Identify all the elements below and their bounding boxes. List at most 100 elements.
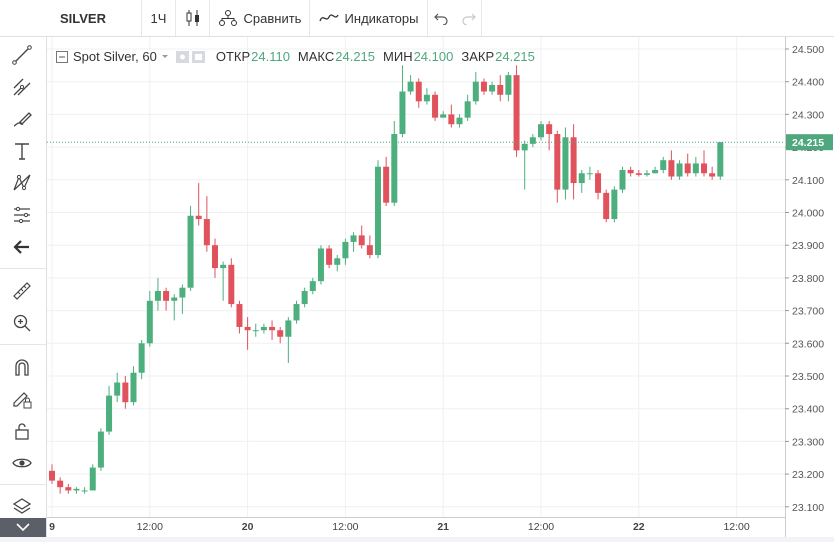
measure-tools-icon[interactable] xyxy=(9,202,35,228)
candle-body xyxy=(480,81,487,92)
unlock-icon[interactable] xyxy=(9,418,35,444)
candle-body xyxy=(489,84,496,92)
candle xyxy=(114,372,121,403)
price-tick-label: 23.500 xyxy=(792,371,824,383)
candle-body xyxy=(440,114,447,118)
lock-drawing-icon[interactable] xyxy=(9,386,35,412)
last-price-badge xyxy=(786,134,833,151)
candle-body xyxy=(309,281,316,291)
interval-label: 1Ч xyxy=(150,10,167,26)
price-chart[interactable]: 24.50024.40024.30024.20024.10024.00023.9… xyxy=(47,37,834,537)
pattern-icon[interactable] xyxy=(9,170,35,196)
candle-body xyxy=(138,343,145,373)
interval-button[interactable]: 1Ч xyxy=(142,0,176,36)
legend-low-value: 24.100 xyxy=(413,49,454,64)
candle xyxy=(122,376,129,409)
candle xyxy=(236,300,243,334)
undo-redo-group xyxy=(428,0,482,36)
candle-body xyxy=(89,467,96,491)
ruler-icon[interactable] xyxy=(9,278,35,304)
candle-body xyxy=(538,124,544,138)
candle xyxy=(513,65,520,157)
zoom-in-icon[interactable] xyxy=(9,310,35,336)
candle xyxy=(456,114,463,128)
candle-body xyxy=(709,173,716,177)
candle xyxy=(546,120,553,151)
candle xyxy=(440,111,447,118)
collapse-legend-icon[interactable] xyxy=(56,50,68,63)
candle-body xyxy=(244,326,251,331)
candle xyxy=(423,88,430,105)
candle xyxy=(358,225,365,249)
candle xyxy=(146,290,153,347)
price-tick-label: 23.800 xyxy=(792,273,824,285)
candle-body xyxy=(701,163,707,174)
legend-close-label: ЗАКР xyxy=(461,49,495,64)
candle xyxy=(464,94,471,121)
candle-body xyxy=(684,163,691,174)
candle xyxy=(195,183,202,226)
candle xyxy=(643,169,650,177)
candle-body xyxy=(228,264,235,305)
candle xyxy=(709,166,716,180)
arrow-left-icon[interactable] xyxy=(9,234,35,260)
time-axis xyxy=(47,517,785,537)
candle xyxy=(603,189,610,223)
symbol-search-button[interactable]: SILVER xyxy=(48,0,142,36)
top-toolbar: SILVER 1Ч Сравнить Индикаторы xyxy=(0,0,834,37)
candle xyxy=(562,127,569,200)
candle xyxy=(701,150,707,177)
time-tick-label: 12:00 xyxy=(723,521,749,533)
candle-body xyxy=(154,290,161,301)
candle xyxy=(269,320,276,341)
text-tool-icon[interactable] xyxy=(9,138,35,164)
candle-body xyxy=(252,330,259,332)
candle xyxy=(301,287,308,308)
price-tick-label: 23.400 xyxy=(792,404,824,416)
candle-body xyxy=(187,215,194,288)
legend-menu-icon[interactable] xyxy=(160,53,170,61)
candle-body xyxy=(448,114,455,125)
price-tick-label: 24.000 xyxy=(792,208,824,220)
candle xyxy=(652,166,659,174)
eye-icon[interactable] xyxy=(9,450,35,476)
candle-body xyxy=(391,134,398,203)
compare-icon xyxy=(218,10,237,26)
indicators-button[interactable]: Индикаторы xyxy=(310,0,428,36)
candle xyxy=(309,277,316,295)
time-tick-label: 21 xyxy=(437,521,449,533)
candle-body xyxy=(497,84,504,95)
candle xyxy=(260,323,267,334)
candle-body xyxy=(464,101,471,118)
candle-body xyxy=(163,290,170,301)
candle xyxy=(432,91,439,121)
indicators-icon xyxy=(318,14,339,22)
candle xyxy=(130,366,137,406)
undo-icon[interactable] xyxy=(433,11,449,25)
candle xyxy=(676,160,683,180)
legend-settings-icon[interactable] xyxy=(175,50,208,63)
redo-icon[interactable] xyxy=(461,11,477,25)
candle-body xyxy=(692,163,699,174)
candle-body xyxy=(472,81,479,102)
candles-icon xyxy=(186,10,199,26)
time-tick-label: 12:00 xyxy=(528,521,554,533)
brush-icon[interactable] xyxy=(9,106,35,132)
layers-icon[interactable] xyxy=(9,494,35,520)
candle xyxy=(627,166,634,177)
candle-body xyxy=(97,431,104,468)
candle-body xyxy=(293,304,300,321)
compare-label: Сравнить xyxy=(243,10,302,26)
sidebar-collapse-button[interactable] xyxy=(0,518,46,537)
candle-body xyxy=(456,117,463,125)
magnet-icon[interactable] xyxy=(9,354,35,380)
candle-body xyxy=(578,173,585,184)
fib-tools-icon[interactable] xyxy=(9,74,35,100)
legend-open-value: 24.110 xyxy=(251,49,290,64)
chart-type-button[interactable] xyxy=(176,0,210,36)
candle-body xyxy=(49,470,55,481)
candle xyxy=(554,130,561,203)
time-tick-label: 22 xyxy=(633,521,645,533)
trend-line-icon[interactable] xyxy=(9,42,35,68)
compare-button[interactable]: Сравнить xyxy=(210,0,310,36)
